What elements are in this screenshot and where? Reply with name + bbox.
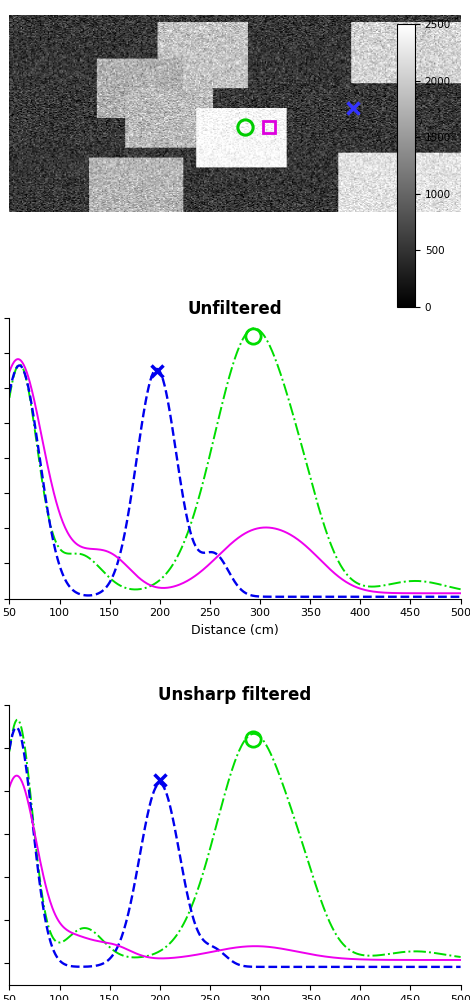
Title: Unsharp filtered: Unsharp filtered	[158, 686, 312, 704]
X-axis label: Distance (cm): Distance (cm)	[191, 624, 279, 637]
Title: Unfiltered: Unfiltered	[188, 300, 282, 318]
